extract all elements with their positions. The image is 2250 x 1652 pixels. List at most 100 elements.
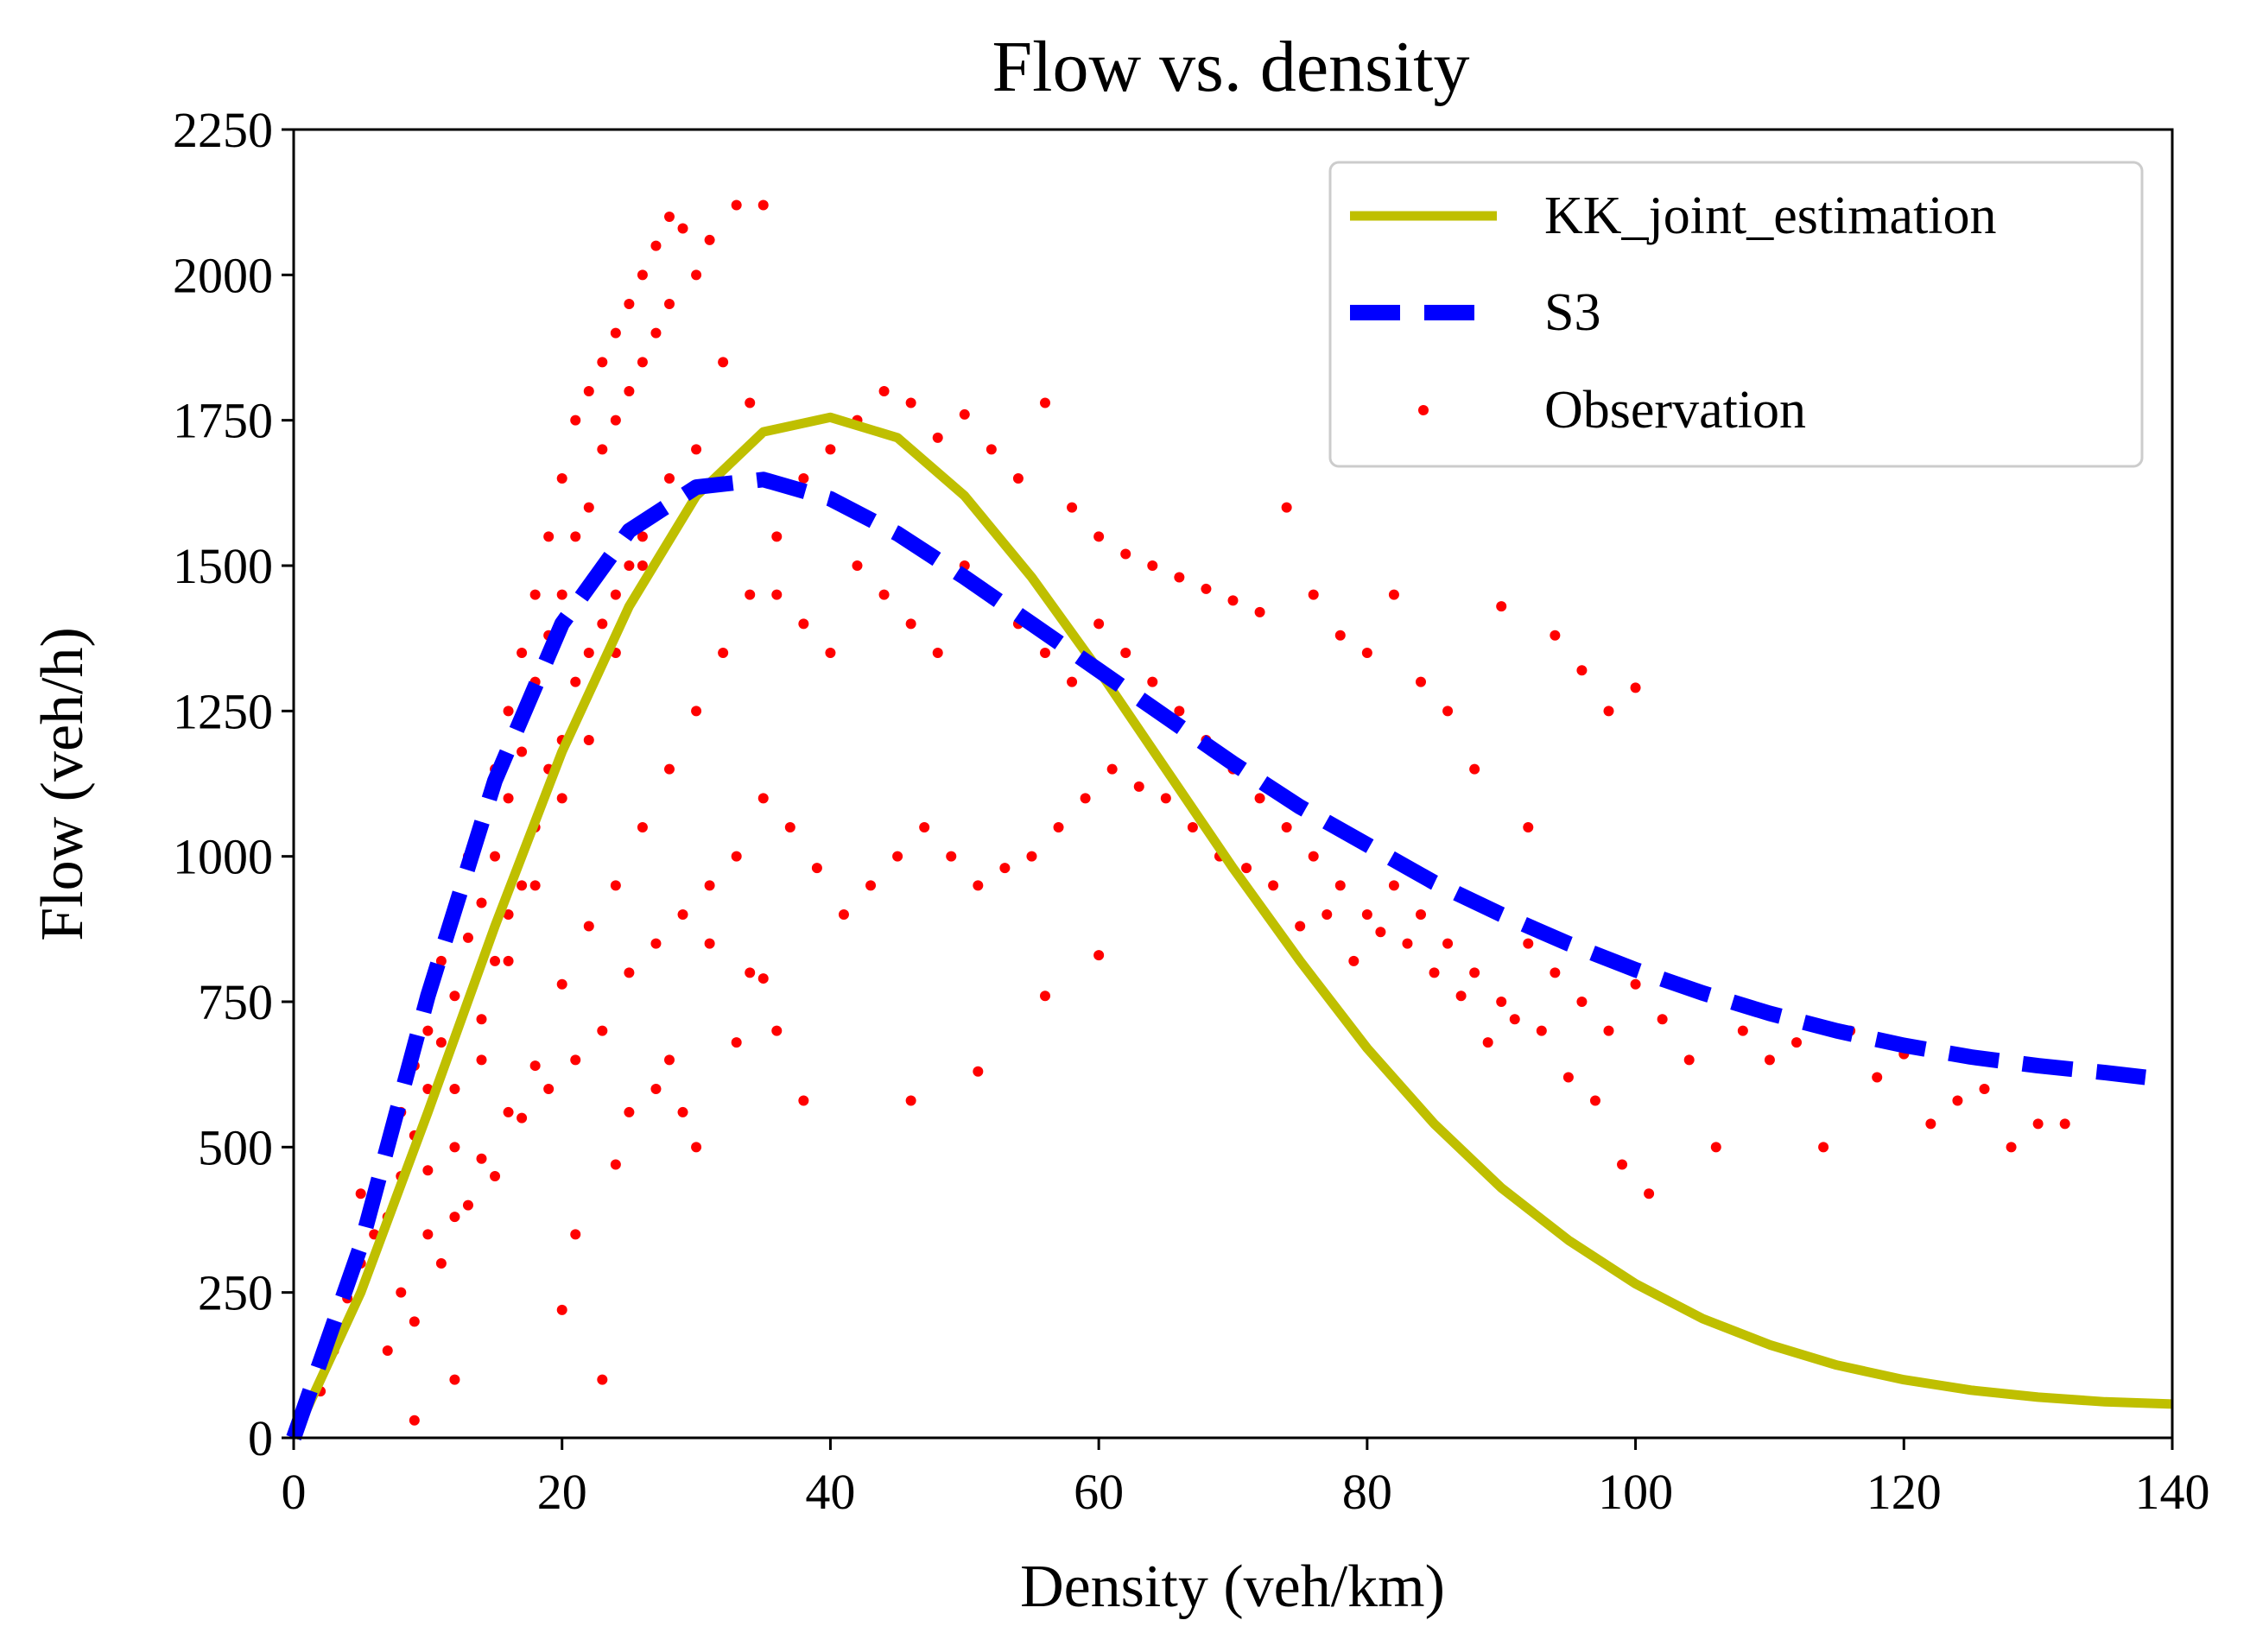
observation-point (624, 560, 635, 571)
observation-point (1818, 1142, 1829, 1153)
observation-point (691, 1142, 702, 1153)
plot-frame (292, 128, 2174, 1440)
observation-point (517, 746, 528, 757)
observation-point (1630, 682, 1641, 693)
observation-point (704, 938, 715, 949)
observation-point (650, 327, 662, 339)
observation-point (745, 589, 756, 600)
observation-point (1254, 606, 1265, 617)
observation-point (570, 676, 581, 687)
observation-point (825, 648, 836, 658)
observation-point (382, 1345, 393, 1356)
observation-point (422, 1025, 434, 1036)
observation-point (1496, 997, 1507, 1007)
observation-point (1295, 921, 1306, 932)
observation-point (1361, 648, 1372, 658)
kk-joint-estimation-curve (289, 412, 2173, 1440)
observation-point (503, 955, 514, 966)
observation-point (1012, 473, 1024, 484)
observation-point (449, 1212, 460, 1223)
observation-point (757, 199, 769, 211)
observation-point (1053, 822, 1064, 832)
observation-point (396, 1287, 407, 1298)
observation-point (503, 706, 514, 717)
observation-point (490, 955, 501, 966)
observation-point (583, 921, 594, 932)
observation-point (999, 863, 1011, 874)
observation-point (664, 473, 675, 484)
observation-point (1147, 676, 1158, 687)
observation-point (503, 1106, 514, 1117)
observation-point (449, 1084, 460, 1094)
observation-point (704, 234, 715, 245)
observation-point (932, 432, 943, 443)
observation-point (1576, 997, 1588, 1007)
observation-point (1120, 548, 1131, 560)
observation-point (1174, 706, 1185, 717)
y-axis-label: Flow (veh/h) (29, 627, 96, 941)
observation-point (664, 212, 675, 222)
observation-point (1442, 938, 1454, 949)
observation-point (718, 357, 729, 368)
observation-point (1683, 1054, 1695, 1066)
observation-point (435, 1037, 447, 1048)
observation-point (570, 415, 581, 426)
observation-point (986, 444, 997, 455)
observation-point (1630, 978, 1641, 990)
observation-point (624, 386, 635, 396)
observation-point (583, 735, 594, 745)
observation-point (517, 880, 528, 891)
observation-point (718, 648, 729, 658)
observation-point (664, 763, 675, 775)
observation-point (610, 327, 621, 339)
observation-point (449, 991, 460, 1002)
observation-point (1496, 601, 1507, 612)
observation-point (1550, 967, 1561, 978)
observation-point (1067, 676, 1078, 687)
observation-point (691, 706, 702, 717)
legend-label-kk: KK_joint_estimation (1544, 187, 1997, 245)
observation-point (731, 851, 742, 862)
observation-point (610, 589, 621, 600)
observation-point (919, 822, 930, 832)
observation-point (1644, 1188, 1655, 1199)
observation-point (1536, 1025, 1547, 1036)
observation-point (503, 793, 514, 804)
observation-point (1442, 706, 1454, 717)
observation-point (556, 1304, 567, 1315)
observation-point (476, 897, 487, 908)
observation-point (409, 1415, 420, 1426)
observation-point (355, 1188, 366, 1199)
observation-point (1040, 991, 1050, 1002)
observation-point (1764, 1054, 1775, 1066)
observation-point (529, 1060, 541, 1072)
observation-point (1120, 648, 1131, 658)
observation-point (422, 1165, 434, 1176)
observation-point (2059, 1118, 2070, 1130)
observation-point (1093, 531, 1105, 542)
observation-point (2006, 1142, 2017, 1153)
observation-point (570, 1229, 581, 1240)
observation-point (637, 560, 648, 571)
legend-swatch-observation (1418, 405, 1429, 415)
observation-point (1402, 938, 1413, 949)
observation-point (476, 1014, 487, 1025)
x-tick-label: 60 (1074, 1464, 1124, 1520)
observation-point (624, 967, 635, 978)
observation-point (1187, 822, 1198, 832)
observation-point (597, 1374, 608, 1385)
x-tick-label: 80 (1342, 1464, 1392, 1520)
observation-point (650, 240, 662, 251)
observation-point (476, 1054, 487, 1066)
observation-point (624, 1106, 635, 1117)
observation-point (583, 386, 594, 396)
observation-point (1952, 1095, 1963, 1106)
observation-point (771, 531, 783, 542)
observation-point (798, 1095, 809, 1106)
observation-point (1469, 763, 1480, 775)
observation-point (664, 1054, 675, 1066)
x-tick-label: 40 (805, 1464, 855, 1520)
observation-point (1308, 851, 1319, 862)
observation-point (624, 299, 635, 309)
observation-point (1791, 1037, 1802, 1048)
